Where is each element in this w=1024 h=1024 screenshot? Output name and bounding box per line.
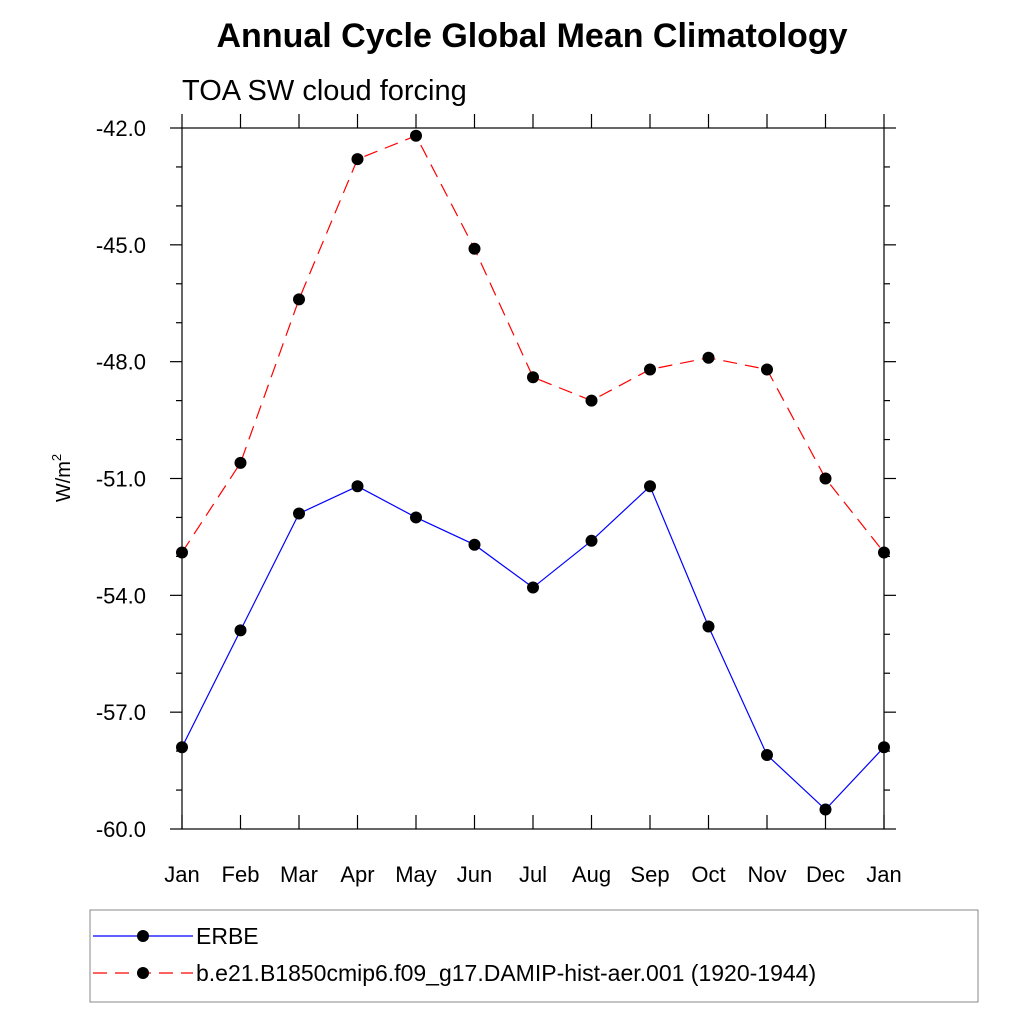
x-tick-label: Dec (806, 862, 845, 887)
x-tick-label: Jul (519, 862, 547, 887)
x-tick-label: May (395, 862, 437, 887)
data-point (878, 546, 890, 559)
x-tick-label: Nov (747, 862, 786, 887)
data-point (468, 538, 481, 551)
data-point (410, 129, 422, 142)
x-tick-label: Apr (340, 862, 374, 887)
y-tick-label: -42.0 (96, 116, 146, 141)
x-tick-label: Feb (222, 862, 260, 887)
series-2 (176, 129, 890, 559)
legend-marker (137, 930, 149, 942)
legend-entry-2: b.e21.B1850cmip6.f09_g17.DAMIP-hist-aer.… (93, 960, 816, 986)
data-point (644, 480, 656, 493)
chart-subtitle: TOA SW cloud forcing (182, 75, 467, 107)
series-line (181, 485, 885, 811)
data-point (410, 511, 422, 524)
x-tick-label: Jun (457, 862, 492, 887)
legend-marker (137, 967, 149, 979)
y-tick-label: -48.0 (96, 350, 146, 375)
data-point (176, 546, 188, 559)
y-tick-label: -45.0 (96, 233, 146, 258)
series-1 (176, 480, 890, 816)
data-point (761, 749, 773, 762)
data-point (234, 624, 247, 637)
data-point (234, 456, 247, 469)
data-point (585, 534, 598, 547)
x-tick-labels: Jan Feb Mar Apr May Jun Jul Aug Sep Oct Nov Dec Jan (164, 862, 901, 887)
y-axis-title: W/m2 (49, 454, 75, 502)
data-point (176, 741, 188, 754)
legend-entry-1: ERBE (93, 923, 259, 949)
data-point (351, 480, 364, 493)
data-point (527, 581, 539, 594)
y-tick-label: -57.0 (96, 700, 146, 725)
series-layer (176, 129, 890, 816)
x-tick-label: Jan (866, 862, 901, 887)
data-point (585, 394, 598, 407)
x-tick-label: Mar (280, 862, 318, 887)
data-point (527, 371, 539, 384)
data-point (819, 472, 832, 485)
axis-ticks (170, 114, 896, 830)
data-point (819, 803, 832, 816)
x-tick-label: Aug (572, 862, 611, 887)
legend-label: ERBE (196, 923, 259, 949)
y-tick-labels: -42.0 -45.0 -48.0 -51.0 -54.0 -57.0 -60.0 (96, 116, 146, 842)
x-tick-label: Oct (691, 862, 725, 887)
data-point (468, 242, 481, 255)
y-axis-label-superscript: 2 (49, 454, 64, 461)
data-point (761, 363, 773, 376)
data-point (878, 741, 890, 754)
data-point (644, 363, 656, 376)
data-point (293, 507, 305, 520)
y-axis-label: W/m (53, 461, 75, 502)
x-tick-label: Sep (630, 862, 669, 887)
y-tick-label: -51.0 (96, 467, 146, 492)
data-point (293, 293, 305, 306)
data-point (702, 620, 715, 633)
legend-label: b.e21.B1850cmip6.f09_g17.DAMIP-hist-aer.… (196, 960, 816, 986)
chart-title: Annual Cycle Global Mean Climatology (217, 17, 848, 55)
legend: ERBE b.e21.B1850cmip6.f09_g17.DAMIP-hist-… (89, 909, 979, 1003)
y-tick-label: -54.0 (96, 583, 146, 608)
data-point (702, 351, 715, 364)
legend-box (89, 909, 979, 1003)
plot-frame (181, 127, 885, 830)
svg-text:W/m2: W/m2 (49, 454, 75, 502)
series-line (181, 135, 885, 553)
data-point (351, 153, 364, 166)
y-tick-label: -60.0 (96, 817, 146, 842)
x-tick-label: Jan (164, 862, 199, 887)
